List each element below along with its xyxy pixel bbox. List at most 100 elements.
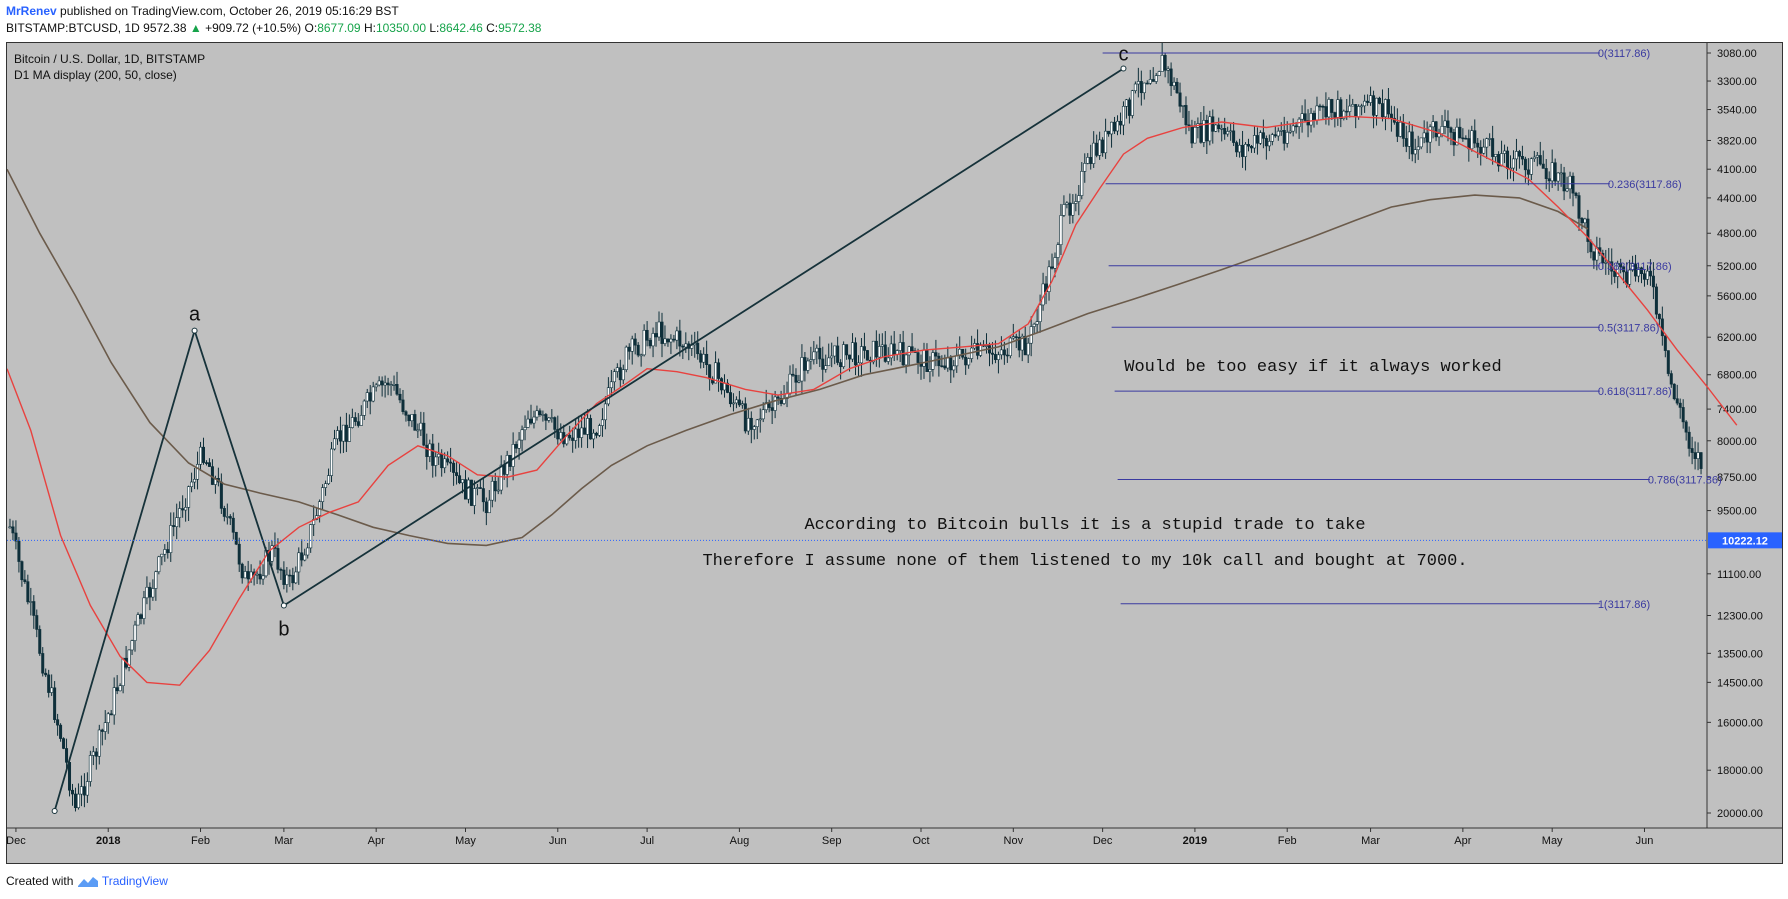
candle-body xyxy=(1380,103,1384,118)
candle-body xyxy=(1214,124,1218,132)
candle-body xyxy=(1309,113,1313,126)
candle-body xyxy=(157,556,161,573)
candle-body xyxy=(1526,169,1530,175)
candle-body xyxy=(139,614,143,619)
candle-body xyxy=(1327,99,1331,118)
candles-group xyxy=(8,43,1703,812)
candle-body xyxy=(571,437,575,441)
candle-body xyxy=(702,353,706,363)
candle-body xyxy=(609,381,613,389)
candle-body xyxy=(586,418,590,435)
candle-body xyxy=(1446,120,1450,128)
abc-pattern-point xyxy=(191,327,198,334)
candle-body xyxy=(261,575,265,580)
candle-body xyxy=(1428,126,1432,143)
indicator-label[interactable]: D1 MA display (200, 50, close) xyxy=(14,68,177,82)
candle-body xyxy=(990,352,994,355)
candle-body xyxy=(1223,128,1227,135)
x-tick-label: Aug xyxy=(730,835,750,847)
author-name[interactable]: MrRenev xyxy=(6,4,57,18)
candle-body xyxy=(1470,130,1474,150)
candle-body xyxy=(675,330,679,341)
candle-body xyxy=(898,342,902,351)
candle-body xyxy=(1482,146,1486,154)
candle-body xyxy=(1642,273,1646,280)
candle-body xyxy=(1258,132,1262,144)
candle-body xyxy=(1107,130,1111,135)
candle-body xyxy=(1550,162,1554,182)
price-chart[interactable]: 3080.00 3300.00 3540.00 3820.00 4100.00 4400.… xyxy=(7,43,1782,863)
candle-body xyxy=(717,362,721,379)
candle-body xyxy=(788,373,792,394)
created-with-label: Created with xyxy=(6,874,74,888)
candle-body xyxy=(14,532,18,542)
candle-body xyxy=(133,624,137,641)
candle-body xyxy=(56,719,60,726)
candle-body xyxy=(809,359,813,362)
candle-body xyxy=(1279,130,1283,132)
candle-body xyxy=(559,432,563,440)
candle-body xyxy=(723,382,727,391)
candle-body xyxy=(1166,68,1170,71)
candle-body xyxy=(455,472,459,476)
candle-body xyxy=(1538,155,1542,165)
fib-level-label: 0(3117.86) xyxy=(1598,48,1650,60)
candle-body xyxy=(371,386,375,402)
candle-body xyxy=(383,382,387,386)
candle-body xyxy=(1026,342,1030,356)
candle-body xyxy=(955,355,959,367)
candle-body xyxy=(23,579,27,582)
tradingview-link[interactable]: TradingView xyxy=(101,874,168,888)
candle-body xyxy=(1235,142,1239,153)
candle-body xyxy=(1464,137,1468,140)
candle-body xyxy=(94,751,98,757)
candle-body xyxy=(1413,149,1417,155)
candle-body xyxy=(1535,155,1539,158)
candle-body xyxy=(1005,354,1009,357)
candle-body xyxy=(574,428,578,441)
candle-body xyxy=(234,531,238,545)
candle-body xyxy=(434,456,438,466)
candle-body xyxy=(1089,157,1093,164)
candle-body xyxy=(50,687,54,693)
candle-body xyxy=(547,417,551,421)
symbol-label: BITSTAMP:BTCUSD, 1D xyxy=(6,21,140,35)
candle-body xyxy=(8,526,12,529)
candle-body xyxy=(392,384,396,386)
candle-body xyxy=(1657,313,1661,320)
chart-area[interactable]: 3080.00 3300.00 3540.00 3820.00 4100.00 4400.… xyxy=(6,42,1783,864)
candle-body xyxy=(1184,105,1188,126)
candle-body xyxy=(1154,75,1158,82)
candle-body xyxy=(1205,119,1209,142)
candle-body xyxy=(255,573,259,576)
candle-body xyxy=(803,357,807,371)
candle-body xyxy=(523,427,527,431)
candle-body xyxy=(714,362,718,384)
candle-body xyxy=(422,422,426,446)
candle-body xyxy=(166,549,170,553)
candle-body xyxy=(380,380,384,386)
candle-body xyxy=(1190,125,1194,144)
candle-body xyxy=(630,338,634,352)
candle-body xyxy=(231,517,235,533)
candle-body xyxy=(1416,146,1420,150)
y-tick-label: 3820.00 xyxy=(1717,135,1757,147)
x-tick-label: Sep xyxy=(822,835,842,847)
x-tick-label: Oct xyxy=(912,835,929,847)
candle-body xyxy=(1476,142,1480,148)
candle-body xyxy=(1014,336,1018,338)
candle-body xyxy=(1389,113,1393,119)
candle-body xyxy=(654,333,658,338)
candle-body xyxy=(854,342,858,366)
candle-body xyxy=(1601,252,1605,264)
candle-body xyxy=(196,464,200,480)
candle-body xyxy=(740,403,744,406)
candle-body xyxy=(240,563,244,579)
candle-body xyxy=(1291,125,1295,132)
candle-body xyxy=(1074,201,1078,204)
candle-body xyxy=(1193,126,1197,144)
y-tick-label: 3540.00 xyxy=(1717,105,1757,117)
close-value: 9572.38 xyxy=(498,21,542,35)
candle-body xyxy=(624,346,628,370)
candle-body xyxy=(728,392,732,405)
